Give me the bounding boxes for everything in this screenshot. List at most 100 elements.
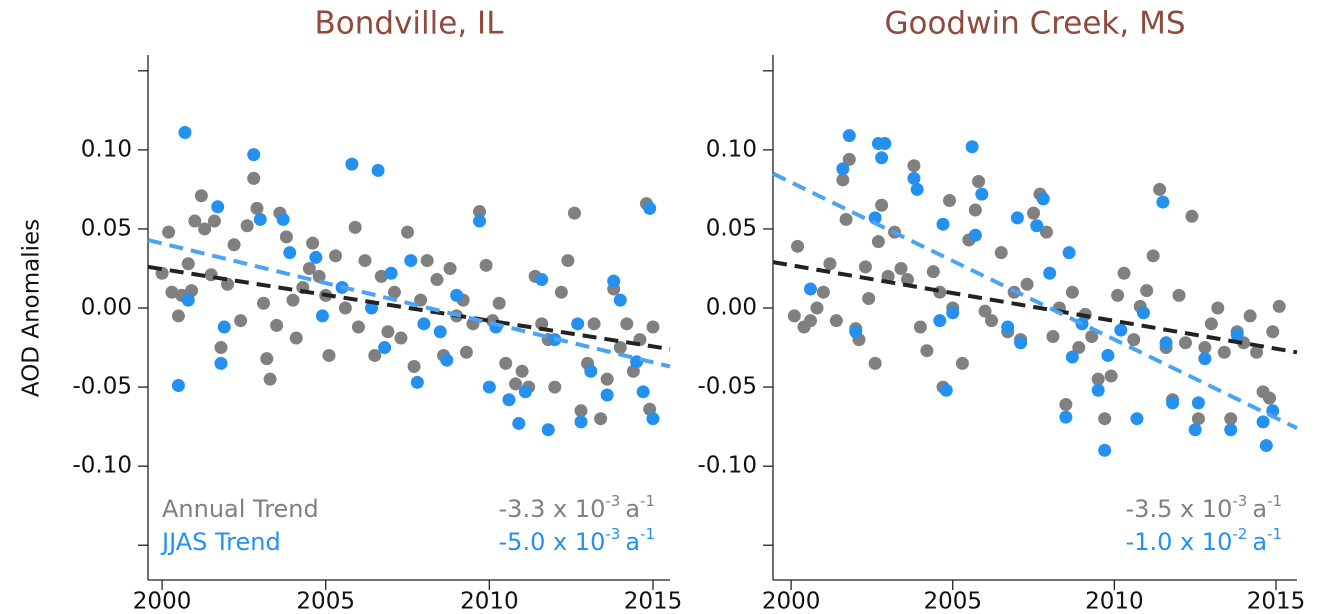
point [1085,329,1099,343]
slope-value: -5.0 x 10 [499,528,606,556]
point [946,306,960,320]
y-tick-label: -0.05 [697,374,757,400]
point [1153,182,1167,196]
point [214,341,228,355]
slope-unit: a [625,495,640,523]
point [247,171,261,185]
point [351,320,365,334]
y-tick-label: -0.10 [697,453,757,479]
point [492,296,506,310]
x-tick-label: 2010 [1085,589,1144,614]
x-tick-label: 2015 [1247,589,1306,614]
point [302,261,316,275]
y-tick-label: 0.00 [706,295,757,321]
point [459,345,473,359]
point [394,331,408,345]
point [250,201,264,215]
legend-label: JJAS Trend [160,528,281,556]
point [535,317,549,331]
point [1198,341,1212,355]
point [942,193,956,207]
point [1256,415,1270,429]
y-tick-label: 0.10 [706,136,757,162]
point [1014,336,1028,350]
y-axis-label: AOD Anomalies [19,219,45,397]
point [868,211,882,225]
point [1010,211,1024,225]
point [515,364,529,378]
point [211,200,225,214]
point [306,236,320,250]
point [1059,397,1073,411]
point [433,325,447,339]
point [875,198,889,212]
slope-unit: a [1252,528,1267,556]
point [217,320,231,334]
point [1272,299,1286,313]
point [473,214,487,228]
point [1217,345,1231,359]
point [1130,412,1144,426]
point [939,383,953,397]
point [803,282,817,296]
trend-line [147,238,671,369]
point [194,189,208,203]
x-tick-label: 2000 [133,589,192,614]
point [384,266,398,280]
point [1039,225,1053,239]
point [972,175,986,189]
point [1030,219,1044,233]
point [378,341,392,355]
point [894,261,908,275]
point [613,293,627,307]
point [482,380,496,394]
point [968,228,982,242]
point [181,257,195,271]
point [1091,372,1105,386]
point [1072,341,1086,355]
point [227,238,241,252]
point [286,293,300,307]
point [842,129,856,143]
point [221,277,235,291]
point [646,412,660,426]
point [1191,412,1205,426]
point [561,254,575,268]
point [1036,192,1050,206]
point [1027,206,1041,220]
trend-line [772,260,1298,355]
point [1146,249,1160,263]
point [1104,369,1118,383]
point [965,140,979,154]
point [270,318,284,332]
slope-unit-exponent: -1 [640,525,655,543]
slope-value: -3.5 x 10 [1126,495,1233,523]
point [1159,336,1173,350]
y-tick-label: -0.10 [72,453,132,479]
point [985,314,999,328]
point [410,375,424,389]
point [816,285,830,299]
point [450,288,464,302]
point [171,378,185,392]
point [1230,328,1244,342]
point [839,212,853,226]
point [1266,325,1280,339]
point [836,173,850,187]
point [810,301,824,315]
trend-line [147,264,671,352]
y-tick-label: -0.05 [72,374,132,400]
point [1263,391,1277,405]
point [858,260,872,274]
point [374,269,388,283]
slope-exponent: -3 [605,492,620,510]
point [636,385,650,399]
point [1250,345,1264,359]
point [1001,320,1015,334]
point [803,314,817,328]
point [1198,352,1212,366]
point [920,344,934,358]
point [1188,423,1202,437]
